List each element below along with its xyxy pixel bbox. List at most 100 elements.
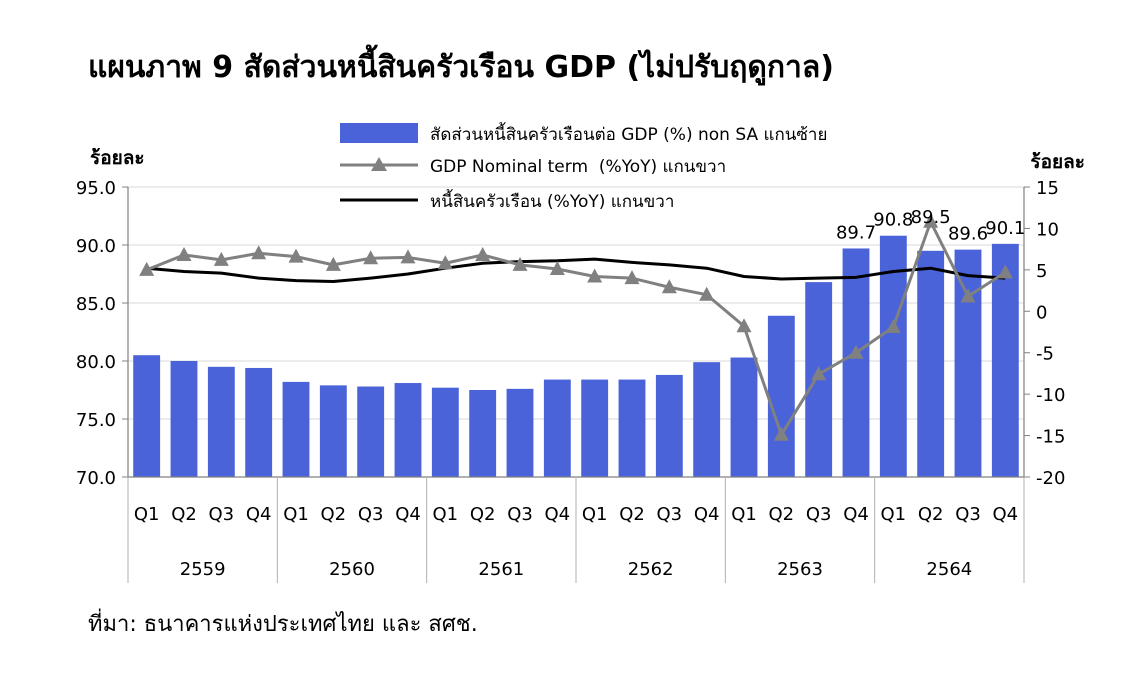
- left-axis-label: ร้อยละ: [90, 147, 145, 169]
- right-tick-label: 10: [1036, 219, 1059, 240]
- year-label: 2564: [926, 559, 972, 580]
- left-tick-label: 80.0: [76, 352, 116, 373]
- bar: [133, 355, 161, 477]
- bar: [618, 379, 646, 477]
- year-label: 2561: [478, 559, 524, 580]
- gdp-marker: [176, 246, 192, 261]
- bar: [543, 379, 571, 477]
- legend-gdp-label: GDP Nominal term (%YoY) แกนขวา: [430, 157, 726, 177]
- right-tick-label: 0: [1036, 302, 1047, 323]
- gdp-marker: [587, 268, 603, 283]
- legend-bar-label: สัดส่วนหนี้สินครัวเรือนต่อ GDP (%) non S…: [430, 122, 827, 145]
- gdp-marker: [251, 245, 267, 260]
- left-tick-label: 90.0: [76, 236, 116, 257]
- left-tick-label: 95.0: [76, 178, 116, 199]
- source-note: ที่มา: ธนาคารแห่งประเทศไทย และ สศช.: [88, 612, 478, 637]
- bar: [207, 366, 235, 477]
- quarter-label: Q3: [507, 504, 533, 525]
- bar: [431, 387, 459, 477]
- gdp-marker: [363, 250, 379, 265]
- quarter-label: Q4: [545, 504, 571, 525]
- axes: 70.0 75.0 80.0 85.0 90.0 95.0 -20 -15 -10 -5 0 5 10 1…: [76, 178, 1065, 583]
- bar: [693, 362, 721, 477]
- legend: สัดส่วนหนี้สินครัวเรือนต่อ GDP (%) non S…: [340, 122, 827, 212]
- bar: [954, 249, 982, 477]
- bar: [917, 250, 945, 477]
- quarter-label: Q2: [769, 504, 795, 525]
- quarter-label: Q1: [283, 504, 309, 525]
- right-tick-label: -20: [1036, 468, 1065, 489]
- gdp-marker: [661, 279, 677, 294]
- right-tick-label: -10: [1036, 385, 1065, 406]
- quarter-label: Q1: [433, 504, 459, 525]
- quarter-label: Q4: [246, 504, 272, 525]
- quarter-label: Q2: [171, 504, 197, 525]
- gdp-marker: [997, 264, 1013, 279]
- bar: [394, 383, 422, 477]
- right-axis-label: ร้อยละ: [1030, 151, 1085, 173]
- legend-debt-label: หนี้สินครัวเรือน (%YoY) แกนขวา: [430, 189, 674, 212]
- gdp-marker: [923, 213, 939, 228]
- gdp-yoy-line: [146, 220, 1007, 437]
- gdp-marker: [699, 286, 715, 301]
- gdp-marker: [213, 251, 229, 266]
- data-labels: 89.790.889.589.690.1: [836, 207, 1025, 245]
- bar: [991, 243, 1019, 477]
- right-tick-label: 5: [1036, 261, 1047, 282]
- quarter-label: Q2: [321, 504, 347, 525]
- year-label: 2560: [329, 559, 375, 580]
- gdp-marker: [848, 344, 864, 359]
- gdp-marker: [139, 261, 155, 276]
- gdp-marker: [288, 248, 304, 263]
- quarter-label: Q1: [881, 504, 907, 525]
- bar: [357, 386, 385, 477]
- line-series: [139, 213, 1013, 441]
- bar-data-label: 90.8: [873, 210, 913, 231]
- bar: [245, 367, 273, 477]
- gdp-marker: [736, 318, 752, 333]
- year-label: 2563: [777, 559, 823, 580]
- quarter-label: Q4: [843, 504, 869, 525]
- quarter-label: Q2: [619, 504, 645, 525]
- gdp-marker: [325, 256, 341, 271]
- quarter-label: Q3: [358, 504, 384, 525]
- quarter-label: Q2: [470, 504, 496, 525]
- left-tick-label: 75.0: [76, 410, 116, 431]
- bar-data-label: 89.6: [948, 224, 988, 245]
- year-label: 2559: [180, 559, 226, 580]
- quarter-label: Q1: [134, 504, 160, 525]
- bar: [767, 315, 795, 477]
- bar: [170, 361, 198, 477]
- quarter-label: Q3: [955, 504, 981, 525]
- quarter-label: Q3: [806, 504, 832, 525]
- chart-title: แผนภาพ 9 สัดส่วนหนี้สินครัวเรือน GDP (ไม…: [88, 50, 834, 85]
- quarter-label: Q1: [731, 504, 757, 525]
- bar: [581, 379, 609, 477]
- gdp-marker: [773, 426, 789, 441]
- gdp-marker: [960, 288, 976, 303]
- quarter-label: Q4: [694, 504, 720, 525]
- bar: [282, 381, 310, 477]
- bar: [730, 357, 758, 477]
- quarter-label: Q4: [993, 504, 1019, 525]
- gdp-marker: [400, 249, 416, 264]
- bar: [842, 248, 870, 477]
- quarter-label: Q3: [209, 504, 235, 525]
- gdp-marker: [885, 319, 901, 334]
- gdp-marker: [811, 366, 827, 381]
- left-tick-label: 85.0: [76, 294, 116, 315]
- gdp-marker: [624, 270, 640, 285]
- right-tick-label: -5: [1036, 344, 1054, 365]
- gdp-marker: [512, 256, 528, 271]
- right-tick-label: 15: [1036, 178, 1059, 199]
- quarter-label: Q1: [582, 504, 608, 525]
- gdp-marker: [549, 261, 565, 276]
- quarter-label: Q4: [395, 504, 421, 525]
- bar-data-label: 90.1: [985, 218, 1025, 239]
- quarter-label: Q3: [657, 504, 683, 525]
- legend-gdp-marker: [371, 157, 387, 171]
- year-label: 2562: [628, 559, 674, 580]
- bar: [879, 235, 907, 477]
- gdp-marker: [437, 255, 453, 270]
